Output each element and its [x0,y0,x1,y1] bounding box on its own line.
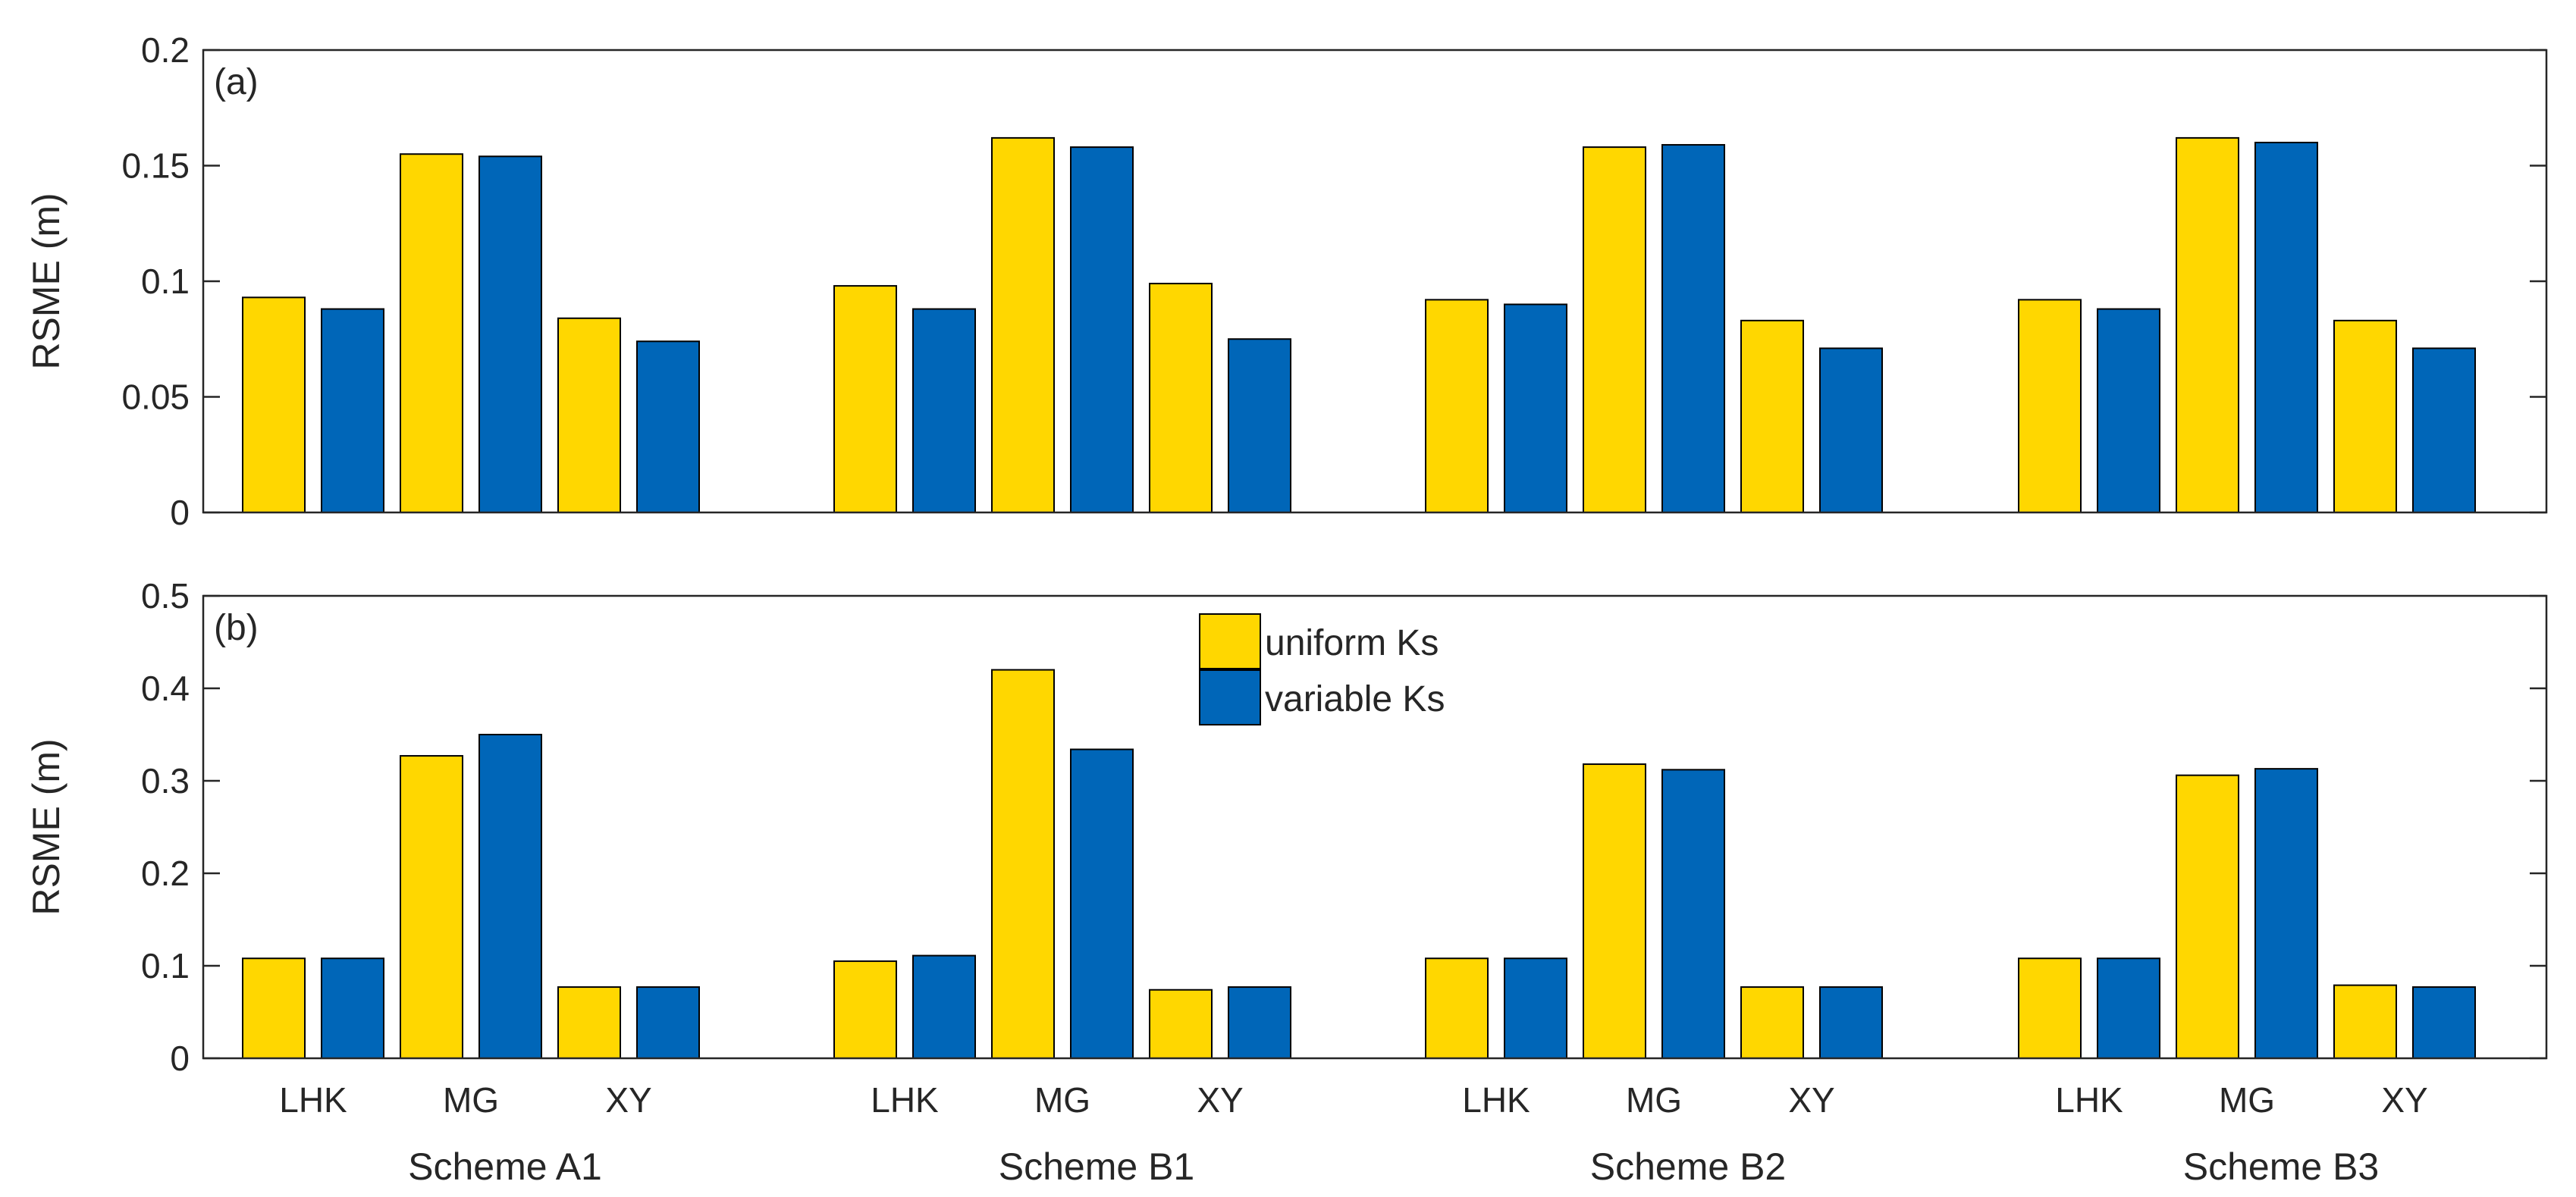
axes-box-b [202,594,2548,1060]
legend-swatch-variable [1199,669,1261,725]
legend-label-uniform: uniform Ks [1265,623,1439,663]
bar-b-scheme-b2-mg-variable [1661,769,1725,1059]
bar-a-scheme-a1-lhk-variable [321,308,384,513]
bar-b-scheme-a1-lhk-variable [321,957,384,1059]
bar-b-scheme-a1-xy-uniform [557,986,621,1060]
panel-label-b: (b) [214,608,259,648]
bar-a-scheme-b2-xy-variable [1819,347,1883,514]
method-label-lhk: LHK [1462,1080,1530,1120]
bar-b-scheme-b2-mg-uniform [1583,763,1646,1059]
bar-b-scheme-b1-xy-variable [1228,986,1291,1060]
method-label-mg: MG [1034,1080,1090,1120]
bar-a-scheme-a1-xy-uniform [557,317,621,513]
bar-a-scheme-a1-xy-variable [636,340,700,513]
ytick-label-b: 0.3 [141,761,190,801]
y-axis-title-b: RSME (m) [25,738,67,915]
bar-b-scheme-b3-lhk-uniform [2018,957,2082,1059]
axes-layer [202,49,2548,1060]
bar-b-scheme-b3-xy-uniform [2333,984,2397,1059]
bar-a-scheme-a1-lhk-uniform [242,296,306,513]
group-label-scheme-b1: Scheme B1 [999,1145,1194,1188]
bar-a-scheme-b3-lhk-uniform [2018,299,2082,513]
bar-a-scheme-b1-lhk-variable [912,308,976,513]
bar-b-scheme-b3-mg-uniform [2176,774,2239,1059]
group-label-scheme-b2: Scheme B2 [1590,1145,1786,1188]
method-label-xy: XY [2381,1080,2427,1120]
bar-b-scheme-b2-xy-variable [1819,986,1883,1060]
bar-a-scheme-b2-mg-variable [1661,144,1725,514]
ytick-label-b: 0.4 [141,669,190,708]
method-label-mg: MG [2219,1080,2275,1120]
bar-b-scheme-b2-xy-uniform [1740,986,1804,1060]
method-label-lhk: LHK [871,1080,939,1120]
bar-b-scheme-b1-lhk-uniform [833,960,897,1060]
ytick-label-a: 0.2 [141,30,190,70]
bar-b-scheme-a1-lhk-uniform [242,957,306,1059]
bar-a-scheme-b3-lhk-variable [2097,308,2160,513]
ytick-label-a: 0 [170,493,190,532]
legend-swatch-uniform [1199,613,1261,669]
bars-layer [242,136,2476,1060]
bar-a-scheme-b2-lhk-variable [1504,303,1567,513]
bar-b-scheme-a1-mg-variable [478,734,542,1059]
bar-a-scheme-b2-lhk-uniform [1425,299,1489,513]
bar-b-scheme-b1-xy-uniform [1149,989,1213,1059]
method-label-xy: XY [1197,1080,1243,1120]
bar-a-scheme-a1-mg-uniform [400,153,463,513]
bar-b-scheme-b1-mg-uniform [991,669,1055,1059]
ytick-label-b: 0.2 [141,854,190,893]
ytick-label-a: 0.1 [141,262,190,301]
bar-b-scheme-b2-lhk-uniform [1425,957,1489,1059]
bar-b-scheme-b3-xy-variable [2412,986,2476,1060]
y-axis-title-a: RSME (m) [25,193,67,369]
bar-b-scheme-a1-xy-variable [636,986,700,1060]
bar-a-scheme-b1-mg-uniform [991,136,1055,513]
bar-b-scheme-b1-lhk-variable [912,954,976,1059]
ytick-label-a: 0.15 [121,146,190,186]
bar-a-scheme-b2-xy-uniform [1740,319,1804,513]
method-label-mg: MG [1626,1080,1682,1120]
bar-a-scheme-b3-mg-uniform [2176,136,2239,513]
method-label-xy: XY [1788,1080,1834,1120]
method-label-mg: MG [443,1080,499,1120]
group-label-scheme-b3: Scheme B3 [2183,1145,2379,1188]
bar-a-scheme-b1-mg-variable [1070,146,1134,513]
bar-b-scheme-a1-mg-uniform [400,755,463,1059]
bar-a-scheme-b3-mg-variable [2254,142,2318,513]
method-label-xy: XY [605,1080,651,1120]
method-label-lhk: LHK [279,1080,347,1120]
ytick-label-b: 0 [170,1039,190,1078]
bar-b-scheme-b3-lhk-variable [2097,957,2160,1059]
bar-a-scheme-b1-lhk-uniform [833,285,897,513]
panel-label-a: (a) [214,62,259,102]
bar-a-scheme-a1-mg-variable [478,155,542,514]
legend-label-variable: variable Ks [1265,679,1445,719]
bar-b-scheme-b2-lhk-variable [1504,957,1567,1059]
group-label-scheme-a1: Scheme A1 [408,1145,602,1188]
ytick-label-b: 0.1 [141,946,190,985]
bar-a-scheme-b2-mg-uniform [1583,146,1646,513]
bar-a-scheme-b3-xy-variable [2412,347,2476,514]
bar-a-scheme-b1-xy-uniform [1149,283,1213,513]
bar-b-scheme-b1-mg-variable [1070,748,1134,1060]
method-label-lhk: LHK [2055,1080,2123,1120]
bar-b-scheme-b3-mg-variable [2254,768,2318,1059]
ytick-label-b: 0.5 [141,576,190,616]
bar-a-scheme-b1-xy-variable [1228,338,1291,513]
text-layer: 0 0.05 0.1 0.15 0.2 RSME (m) (a) 0 0.1 0.2 0.3 0.4 0… [25,30,2428,1188]
ytick-label-a: 0.05 [121,378,190,417]
bar-a-scheme-b3-xy-uniform [2333,319,2397,513]
